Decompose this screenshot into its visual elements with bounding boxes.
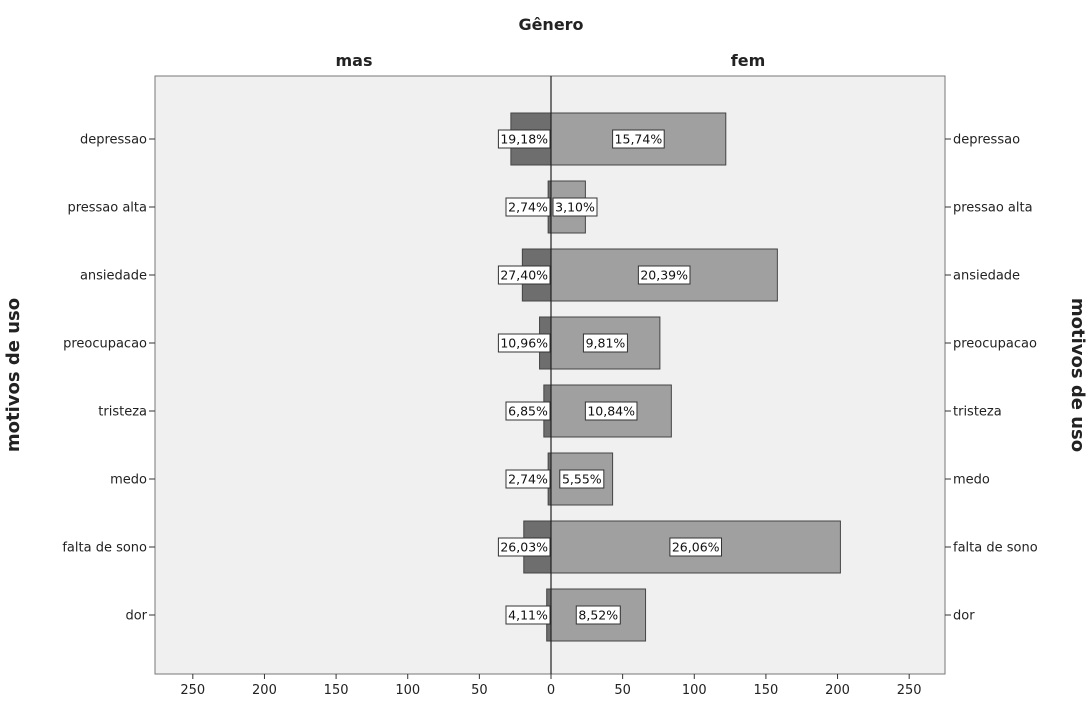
- data-label-box-fem-preocupacao: [582, 333, 628, 353]
- data-label-box-mas-preocupacao: [497, 333, 551, 353]
- category-label-left-ansiedade: ansiedade: [80, 269, 147, 284]
- data-label-mas-preocupacao: 10,96%: [500, 336, 548, 351]
- plot-area: [154, 75, 946, 675]
- data-label-box-fem-medo: [559, 469, 605, 489]
- data-label-mas-medo: 2,74%: [508, 472, 548, 487]
- category-label-left-pressao-alta: pressao alta: [67, 201, 147, 216]
- x-tick-label: 0: [547, 683, 555, 698]
- data-label-box-fem-depressao: [612, 129, 665, 149]
- data-label-fem-tristeza: 10,84%: [587, 404, 635, 419]
- x-tick-label: 150: [324, 683, 349, 698]
- data-label-box-mas-medo: [505, 469, 551, 489]
- data-label-mas-depressao: 19,18%: [500, 132, 548, 147]
- data-label-fem-medo: 5,55%: [562, 472, 602, 487]
- category-label-right-depressao: depressao: [953, 133, 1020, 148]
- category-label-left-falta-de-sono: falta de sono: [62, 541, 147, 556]
- x-tick-label: 200: [825, 683, 850, 698]
- category-label-right-pressao-alta: pressao alta: [953, 201, 1033, 216]
- panel-label-mas: mas: [336, 51, 373, 70]
- category-label-left-tristeza: tristeza: [98, 405, 147, 420]
- data-label-fem-ansiedade: 20,39%: [640, 268, 688, 283]
- category-labels-layer: 19,18% 15,74% depressao depressao 2,74% 3,10%…: [62, 129, 1038, 625]
- category-label-right-tristeza: tristeza: [953, 405, 1002, 420]
- data-label-box-mas-falta-de-sono: [497, 537, 551, 557]
- data-label-box-fem-dor: [575, 605, 621, 625]
- data-label-box-fem-ansiedade: [637, 265, 691, 285]
- data-label-box-mas-tristeza: [505, 401, 551, 421]
- category-label-right-medo: medo: [953, 473, 990, 488]
- y-axis-title-left: motivos de uso: [3, 298, 24, 452]
- data-label-fem-pressao-alta: 3,10%: [555, 200, 595, 215]
- category-label-left-preocupacao: preocupacao: [63, 337, 147, 352]
- x-tick-label: 150: [753, 683, 778, 698]
- category-label-left-medo: medo: [110, 473, 147, 488]
- x-tick-label: 100: [682, 683, 707, 698]
- x-tick-label: 250: [897, 683, 922, 698]
- data-label-mas-tristeza: 6,85%: [508, 404, 548, 419]
- data-label-box-fem-falta-de-sono: [669, 537, 723, 557]
- data-label-box-mas-depressao: [497, 129, 551, 149]
- data-label-fem-depressao: 15,74%: [615, 132, 663, 147]
- category-label-left-dor: dor: [125, 609, 147, 624]
- data-label-box-mas-dor: [505, 605, 551, 625]
- panel-label-fem: fem: [731, 51, 765, 70]
- data-label-fem-dor: 8,52%: [578, 608, 618, 623]
- data-label-box-fem-tristeza: [584, 401, 638, 421]
- data-label-mas-dor: 4,11%: [508, 608, 548, 623]
- x-tick-label: 50: [614, 683, 631, 698]
- data-label-mas-falta-de-sono: 26,03%: [500, 540, 548, 555]
- category-label-left-depressao: depressao: [80, 133, 147, 148]
- category-label-right-falta-de-sono: falta de sono: [953, 541, 1038, 556]
- category-label-right-ansiedade: ansiedade: [953, 269, 1020, 284]
- bars-layer: [510, 112, 841, 642]
- data-label-fem-falta-de-sono: 26,06%: [672, 540, 720, 555]
- y-axis-title-right: motivos de uso: [1067, 298, 1088, 452]
- x-tick-label: 250: [180, 683, 205, 698]
- data-label-mas-ansiedade: 27,40%: [500, 268, 548, 283]
- x-tick-label: 50: [471, 683, 488, 698]
- data-label-box-mas-pressao-alta: [505, 197, 551, 217]
- category-label-right-preocupacao: preocupacao: [953, 337, 1037, 352]
- chart-title: Gênero: [518, 15, 583, 34]
- data-label-box-mas-ansiedade: [497, 265, 551, 285]
- data-label-fem-preocupacao: 9,81%: [586, 336, 626, 351]
- data-label-box-fem-pressao-alta: [552, 197, 598, 217]
- x-tick-label: 200: [252, 683, 277, 698]
- data-label-mas-pressao-alta: 2,74%: [508, 200, 548, 215]
- category-label-right-dor: dor: [953, 609, 975, 624]
- x-ticks-layer: 250 200 150 100 50 0 50 100 150 200 250: [180, 674, 922, 698]
- x-tick-label: 100: [395, 683, 420, 698]
